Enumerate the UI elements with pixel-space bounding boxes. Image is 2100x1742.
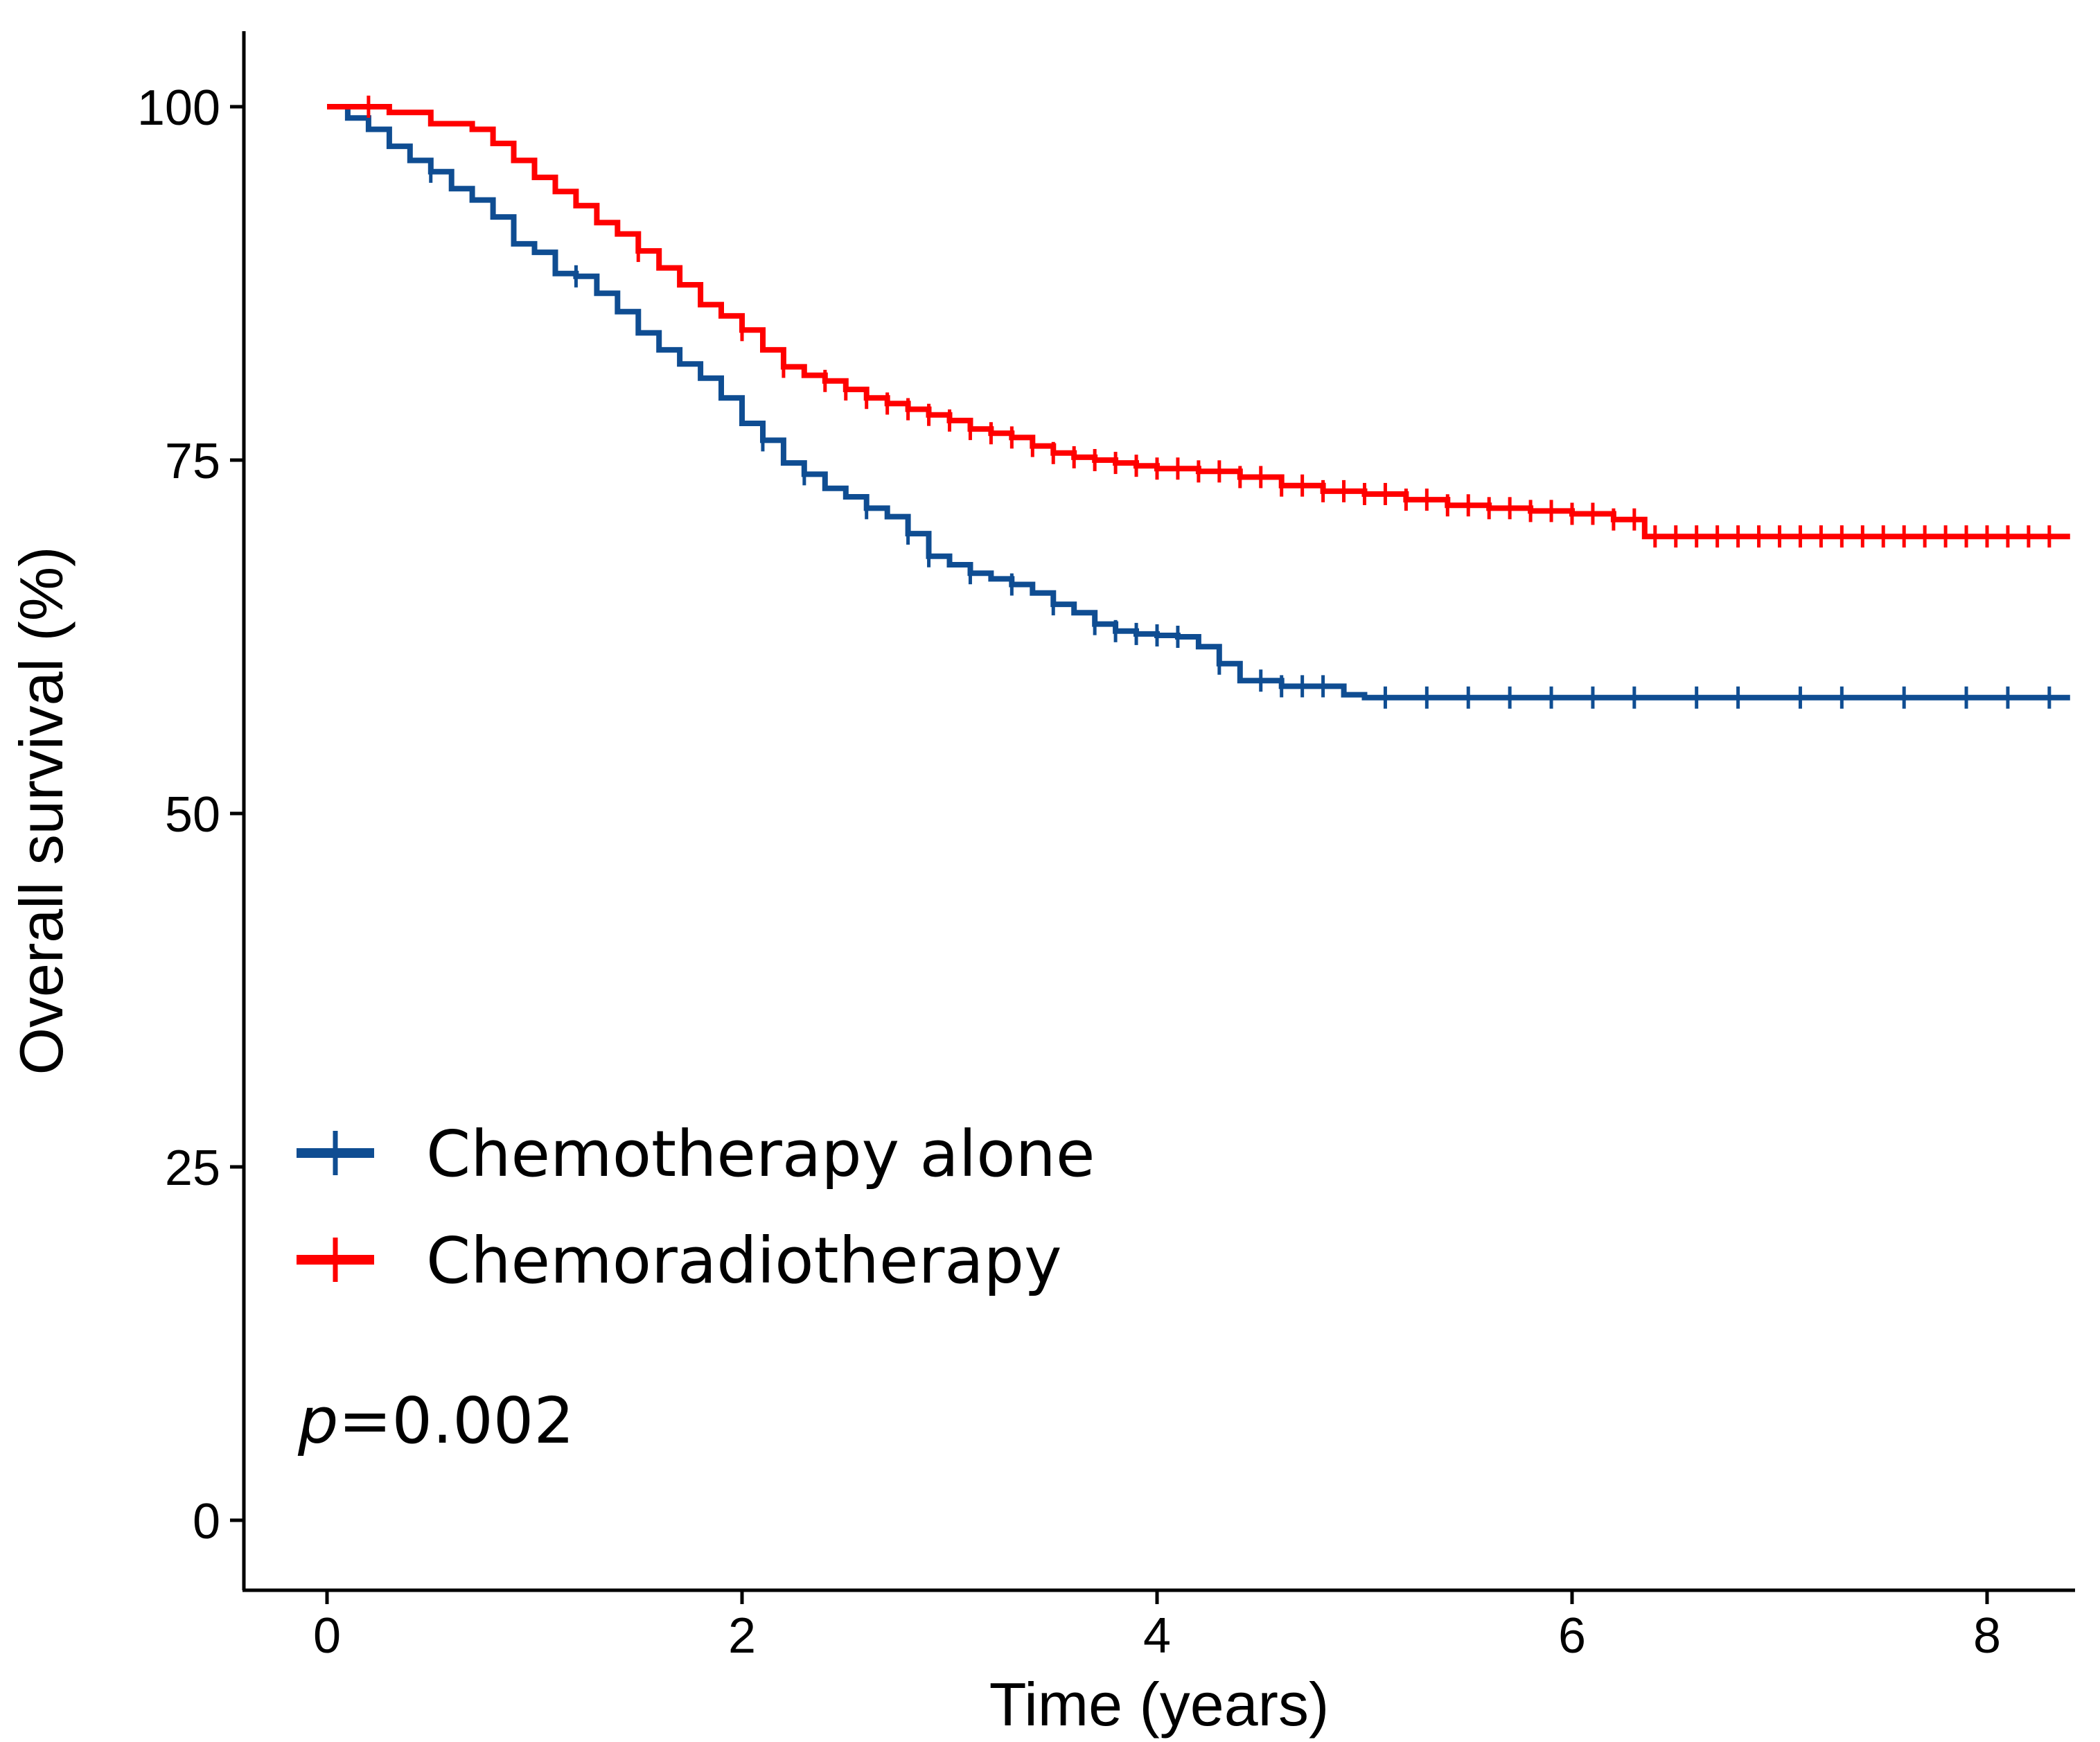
legend: Chemotherapy alone Chemoradiotherapy	[297, 1117, 1095, 1298]
legend-label-chemoradiotherapy: Chemoradiotherapy	[426, 1224, 1062, 1298]
y-ticks: 0 25 50 75 100	[137, 80, 244, 1549]
y-tick-label-0: 0	[193, 1494, 220, 1549]
y-tick-label-50: 50	[165, 787, 220, 843]
y-tick-label-100: 100	[137, 80, 220, 136]
p-value-number: =0.002	[338, 1384, 574, 1458]
y-tick-label-25: 25	[165, 1141, 220, 1196]
legend-item-chemoradiotherapy: Chemoradiotherapy	[297, 1224, 1062, 1298]
x-tick-label-6: 6	[1558, 1608, 1586, 1664]
p-value-prefix: p	[297, 1384, 338, 1458]
axes: 0 2 4 6 8 0 25 50 75 100	[137, 31, 2075, 1664]
legend-label-chemotherapy-alone: Chemotherapy alone	[426, 1117, 1095, 1191]
x-tick-label-2: 2	[728, 1608, 756, 1664]
legend-item-chemotherapy-alone: Chemotherapy alone	[297, 1117, 1095, 1191]
y-tick-label-75: 75	[165, 434, 220, 489]
x-tick-label-0: 0	[313, 1608, 341, 1664]
x-axis-title: Time (years)	[989, 1670, 1330, 1739]
x-tick-label-8: 8	[1973, 1608, 2001, 1664]
p-value-annotation: p=0.002	[297, 1384, 574, 1458]
series-chemotherapy-alone	[327, 104, 2070, 709]
plot-area	[327, 96, 2070, 709]
x-ticks: 0 2 4 6 8	[313, 1590, 2001, 1664]
series-chemoradiotherapy	[327, 96, 2070, 548]
y-axis-title: Overall survival (%)	[7, 547, 76, 1075]
x-tick-label-4: 4	[1143, 1608, 1171, 1664]
survival-curve-chemoradiotherapy	[327, 104, 2070, 540]
